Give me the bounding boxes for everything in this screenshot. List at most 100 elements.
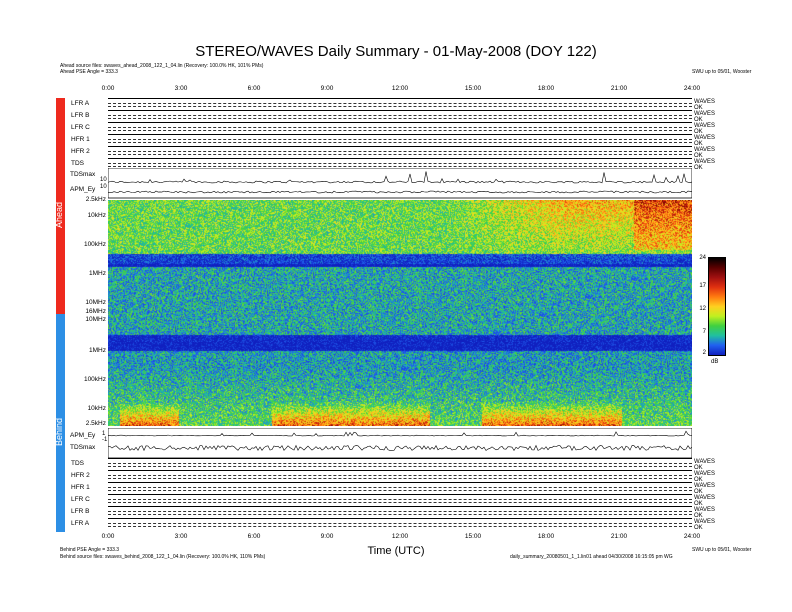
behind-label: Behind [54, 417, 64, 446]
colorbar-unit: dB [711, 359, 719, 365]
ahead-tds-traces [108, 168, 692, 199]
ahead-label: Ahead [54, 201, 64, 228]
time-tick-label: 3:00 [174, 85, 188, 92]
time-tick-label: 24:00 [683, 533, 701, 540]
strip-status: WAVES OK [694, 471, 716, 483]
x-axis-label: Time (UTC) [367, 545, 425, 557]
time-tick-label: 9:00 [320, 85, 334, 92]
colorbar-tick-label: 12 [699, 306, 706, 312]
time-tick-label: 3:00 [174, 533, 188, 540]
ahead-spectrogram [108, 200, 692, 342]
time-tick-label: 21:00 [610, 533, 628, 540]
strip-label: TDS [71, 460, 84, 467]
strip-dashed-line [108, 490, 692, 492]
strip-status: WAVES OK [694, 483, 716, 495]
strip-dashed-line [108, 154, 692, 156]
colorbar [708, 257, 726, 356]
strip-dashed-line [108, 162, 692, 164]
time-tick-label: 18:00 [537, 85, 555, 92]
strip-label: LFR A [71, 100, 90, 107]
apm-trace [108, 444, 692, 452]
time-tick-label: 21:00 [610, 85, 628, 92]
strip-status: WAVES OK [694, 99, 716, 111]
strip-label: LFR A [71, 520, 90, 527]
apm-trace [108, 190, 692, 194]
ahead-side-bar [56, 98, 65, 314]
strip-label: HFR 1 [71, 136, 90, 143]
frequency-tick-label: 2.5kHz [85, 196, 106, 203]
strip-label: HFR 2 [71, 148, 90, 155]
ahead-tdsmax-label: TDSmax [70, 171, 96, 178]
tdsmax-tick: 10 [100, 177, 107, 183]
strip-status: WAVES OK [694, 495, 716, 507]
strip-frame [108, 110, 692, 122]
strip-status: WAVES OK [694, 111, 716, 123]
strip-dashed-line [108, 466, 692, 468]
behind-pse-angle: Behind PSE Angle = 333.3 [60, 547, 120, 553]
frequency-tick-label: 10MHz [85, 299, 106, 306]
time-tick-label: 12:00 [391, 533, 409, 540]
behind-tds-traces [108, 428, 692, 458]
strip-dashed-line [108, 142, 692, 144]
trace-frame [108, 428, 692, 458]
apm-tick: -1 [102, 437, 108, 443]
strip-frame [108, 470, 692, 482]
ahead-apm-label: APM_Ey [70, 186, 96, 193]
strip-dashed-line [108, 166, 692, 168]
strip-dashed-line [108, 114, 692, 116]
strip-label: LFR C [71, 496, 90, 503]
frequency-tick-label: 10kHz [87, 212, 106, 219]
strip-dashed-line [108, 150, 692, 152]
strip-dashed-line [108, 138, 692, 140]
frequency-tick-label: 10kHz [87, 405, 106, 412]
strip-label: LFR C [71, 124, 90, 131]
strip-label: HFR 1 [71, 484, 90, 491]
behind-spectrogram [108, 342, 692, 426]
strip-dashed-line [108, 130, 692, 132]
strip-status: WAVES OK [694, 507, 716, 519]
strip-label: LFR B [71, 508, 90, 515]
footer-right-2: daily_summary_20080501_1_1.lin01 ahead 0… [510, 554, 673, 560]
colorbar-tick-label: 24 [699, 255, 706, 261]
strip-dashed-line [108, 478, 692, 480]
time-tick-label: 12:00 [391, 85, 409, 92]
strip-label: LFR B [71, 112, 90, 119]
time-tick-label: 15:00 [464, 533, 482, 540]
frequency-tick-label: 10MHz [85, 316, 106, 323]
time-tick-label: 9:00 [320, 533, 334, 540]
frequency-tick-label: 1MHz [89, 270, 106, 277]
tdsmax-trace [108, 430, 692, 437]
strip-dashed-line [108, 126, 692, 128]
strip-frame [108, 122, 692, 134]
strip-label: HFR 2 [71, 472, 90, 479]
strip-frame [108, 482, 692, 494]
strip-frame [108, 458, 692, 470]
frequency-tick-label: 1MHz [89, 347, 106, 354]
strip-dashed-line [108, 106, 692, 108]
behind-tdsmax-label: TDSmax [70, 444, 96, 451]
time-tick-label: 24:00 [683, 85, 701, 92]
strip-dashed-line [108, 102, 692, 104]
time-tick-label: 15:00 [464, 85, 482, 92]
strip-status: WAVES OK [694, 519, 716, 531]
strip-label: TDS [71, 160, 84, 167]
tdsmax-trace [108, 171, 692, 184]
strip-status: WAVES OK [694, 135, 716, 147]
strip-dashed-line [108, 522, 692, 524]
strip-status: WAVES OK [694, 147, 716, 159]
time-tick-label: 0:00 [101, 85, 115, 92]
frequency-tick-label: 2.5kHz [85, 420, 106, 427]
top-right-note: SWU up to 05/01, Wooster [692, 69, 752, 75]
strip-dashed-line [108, 118, 692, 120]
strip-dashed-line [108, 498, 692, 500]
footer-right-1: SWU up to 05/01, Wooster [692, 547, 752, 553]
strip-dashed-line [108, 514, 692, 516]
strip-status: WAVES OK [694, 123, 716, 135]
strip-status: WAVES OK [694, 159, 716, 171]
strip-frame [108, 134, 692, 146]
strip-dashed-line [108, 462, 692, 464]
ahead-source-line: Ahead source files: swaves_ahead_2008_12… [60, 63, 264, 69]
frequency-tick-label: 100kHz [83, 241, 106, 248]
strip-dashed-line [108, 486, 692, 488]
frequency-tick-label: 16MHz [85, 308, 106, 315]
